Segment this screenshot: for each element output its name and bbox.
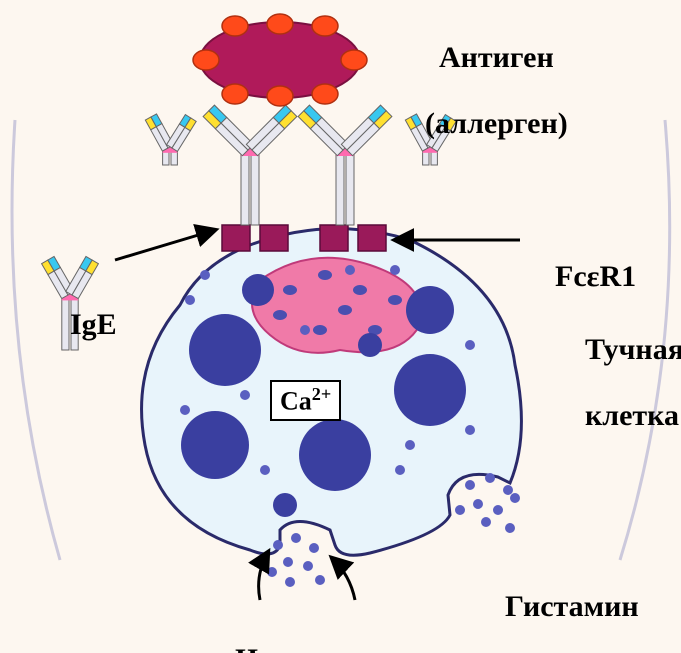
antigen-label: Антиген (аллерген) [395,8,568,173]
calcium-main: Ca [280,387,312,416]
antigen-label-line1: Антиген [439,41,554,74]
calcium-label: Ca2+ [270,380,341,421]
diagram-stage: Антиген (аллерген) IgE FcεR1 Тучная клет… [0,0,681,653]
fcer1-label-text: FcεR1 [555,260,636,293]
mastcell-label-line2: клетка [585,399,679,432]
cytokines-label: Цитокины [205,610,380,653]
mastcell-label: Тучная клетка [555,300,681,465]
histamine-label: Гистамин [475,557,639,653]
histamine-label-text: Гистамин [505,590,639,623]
calcium-sup: 2+ [312,384,331,404]
antigen-label-line2: (аллерген) [425,107,568,140]
mastcell-label-line1: Тучная [585,333,681,366]
cytokines-label-text: Цитокины [235,643,380,653]
ige-label: IgE [40,275,117,374]
ige-label-text: IgE [70,308,117,341]
